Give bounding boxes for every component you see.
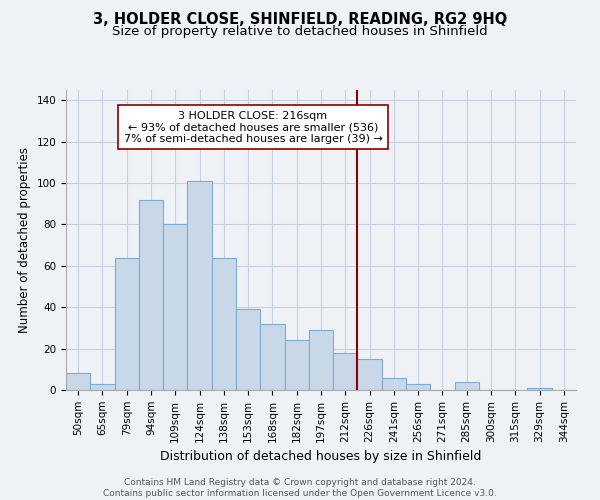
Text: 3 HOLDER CLOSE: 216sqm
← 93% of detached houses are smaller (536)
7% of semi-det: 3 HOLDER CLOSE: 216sqm ← 93% of detached… xyxy=(124,110,382,144)
Bar xyxy=(163,224,187,390)
Bar xyxy=(455,382,479,390)
Bar xyxy=(212,258,236,390)
Bar xyxy=(90,384,115,390)
Bar xyxy=(358,359,382,390)
Bar xyxy=(333,353,358,390)
Text: Size of property relative to detached houses in Shinfield: Size of property relative to detached ho… xyxy=(112,25,488,38)
Y-axis label: Number of detached properties: Number of detached properties xyxy=(18,147,31,333)
Bar xyxy=(309,330,333,390)
Text: Contains HM Land Registry data © Crown copyright and database right 2024.
Contai: Contains HM Land Registry data © Crown c… xyxy=(103,478,497,498)
Bar xyxy=(187,181,212,390)
Bar xyxy=(406,384,430,390)
Bar xyxy=(236,310,260,390)
Bar xyxy=(66,374,90,390)
Bar xyxy=(115,258,139,390)
Bar xyxy=(382,378,406,390)
Bar xyxy=(260,324,284,390)
X-axis label: Distribution of detached houses by size in Shinfield: Distribution of detached houses by size … xyxy=(160,450,482,463)
Text: 3, HOLDER CLOSE, SHINFIELD, READING, RG2 9HQ: 3, HOLDER CLOSE, SHINFIELD, READING, RG2… xyxy=(93,12,507,28)
Bar xyxy=(527,388,552,390)
Bar xyxy=(284,340,309,390)
Bar xyxy=(139,200,163,390)
